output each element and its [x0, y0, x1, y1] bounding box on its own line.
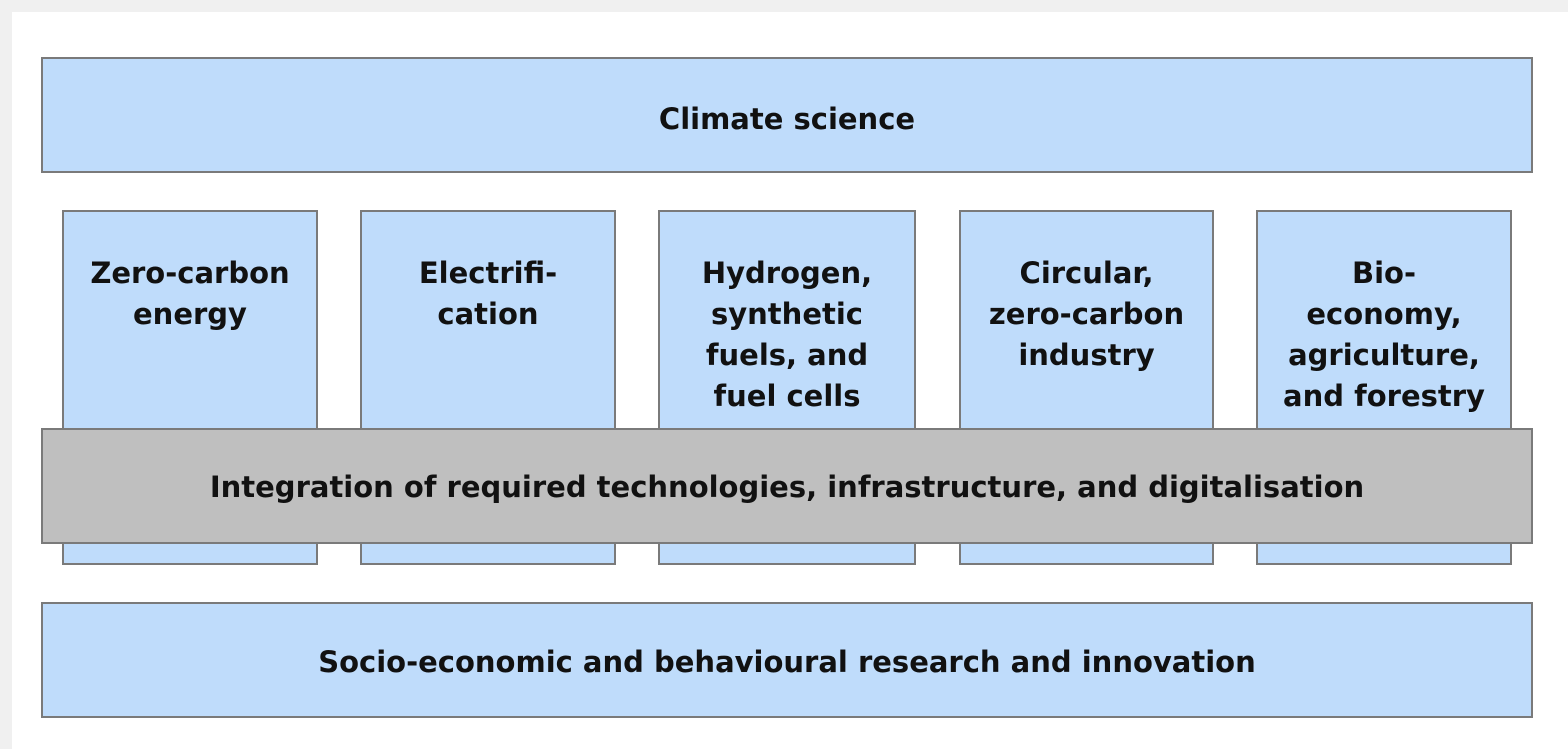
pillar-label: Zero-carbon [90, 256, 289, 290]
integration-box [41, 428, 1533, 544]
pillar-label: Electrifi- [419, 256, 557, 290]
top-box [41, 57, 1533, 173]
bottom-box [41, 602, 1533, 718]
pillar-label: industry [1018, 338, 1154, 372]
pillar-label: economy, [1306, 297, 1461, 331]
integration-label: Integration of required technologies, in… [210, 470, 1364, 504]
top-label: Climate science [659, 102, 915, 136]
pillar-label: Hydrogen, [702, 256, 872, 290]
pillar-label: synthetic [711, 297, 863, 331]
pillar-label: agriculture, [1288, 338, 1480, 372]
pillar-label: cation [437, 297, 538, 331]
pillar-label: fuels, and [706, 338, 868, 372]
bottom-label: Socio-economic and behavioural research … [318, 645, 1256, 679]
left-shadow [0, 0, 12, 749]
top-shadow [0, 0, 1568, 12]
pillar-label: Bio- [1352, 256, 1416, 290]
pillar-label: Circular, [1020, 256, 1154, 290]
pillar-label: zero-carbon [989, 297, 1184, 331]
pillar-label: and forestry [1283, 379, 1485, 413]
pillar-label: fuel cells [714, 379, 861, 413]
pillar-label: energy [133, 297, 247, 331]
